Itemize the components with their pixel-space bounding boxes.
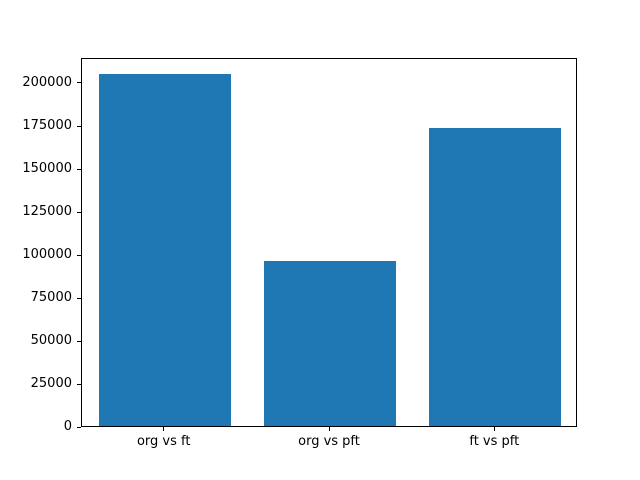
x-tick-label: org vs pft bbox=[298, 434, 360, 449]
y-tick-label: 100000 bbox=[22, 247, 72, 262]
y-tick-label: 175000 bbox=[22, 118, 72, 133]
x-tick-mark bbox=[328, 427, 330, 431]
y-tick-mark bbox=[77, 254, 81, 256]
y-tick-label: 200000 bbox=[22, 74, 72, 90]
bar-org-vs-pft bbox=[263, 260, 397, 426]
y-tick-label: 25000 bbox=[30, 376, 72, 391]
y-tick-label: 0 bbox=[63, 419, 72, 434]
y-tick-label: 125000 bbox=[22, 204, 72, 219]
bar-org-vs-ft bbox=[98, 74, 231, 426]
bar-ft-vs-pft bbox=[429, 128, 562, 426]
y-tick-label: 50000 bbox=[30, 333, 72, 348]
y-tick-mark bbox=[77, 125, 81, 127]
plot-area bbox=[81, 58, 577, 427]
y-tick-mark bbox=[77, 168, 81, 170]
y-tick-mark bbox=[77, 82, 81, 84]
x-tick-label: ft vs pft bbox=[469, 434, 520, 449]
y-tick-mark bbox=[77, 297, 81, 299]
y-tick-mark bbox=[77, 426, 81, 428]
y-tick-mark bbox=[77, 211, 81, 213]
y-tick-label: 75000 bbox=[30, 290, 72, 305]
x-tick-label: org vs ft bbox=[136, 434, 191, 449]
y-tick-label: 150000 bbox=[22, 161, 72, 176]
x-tick-mark bbox=[163, 427, 165, 431]
x-tick-mark bbox=[493, 427, 495, 431]
y-tick-mark bbox=[77, 383, 81, 385]
y-tick-mark bbox=[77, 340, 81, 342]
